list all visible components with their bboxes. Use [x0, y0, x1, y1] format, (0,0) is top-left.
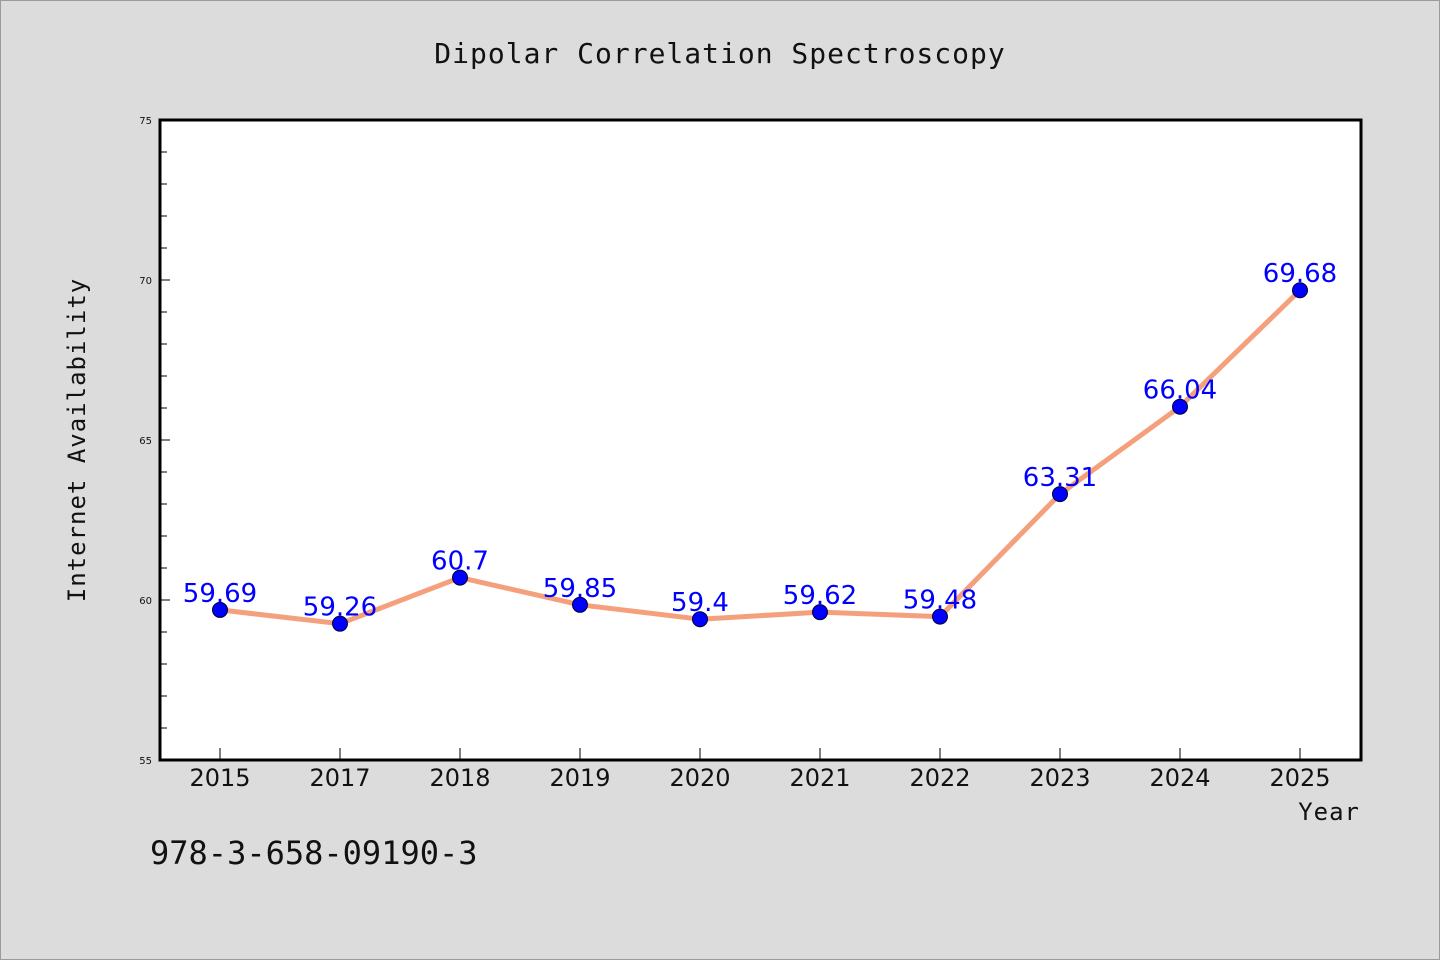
data-point	[1172, 398, 1188, 415]
data-point	[452, 569, 468, 586]
data-label: 59.48	[903, 586, 977, 616]
plot-area	[160, 120, 1361, 760]
series-markers	[212, 282, 1308, 632]
y-tick-label: 65	[139, 436, 152, 447]
x-tick-label: 2024	[1149, 764, 1210, 792]
x-tick-label: 2021	[789, 764, 850, 792]
data-point	[1292, 282, 1308, 299]
x-tick-label: 2025	[1269, 764, 1330, 792]
x-axis-label: Year	[1298, 798, 1360, 826]
data-label: 59.4	[671, 588, 729, 618]
data-point	[1052, 486, 1068, 503]
data-point	[332, 615, 348, 632]
data-label: 59.26	[303, 593, 377, 623]
plot-border	[158, 118, 1363, 762]
x-tick-label: 2020	[669, 764, 730, 792]
y-tick-label: 60	[139, 596, 152, 607]
isbn-text: 978-3-658-09190-3	[150, 834, 478, 872]
data-label: 59.85	[543, 574, 617, 604]
chart-title: Dipolar Correlation Spectroscopy	[434, 37, 1005, 70]
data-label: 66.04	[1143, 376, 1217, 406]
data-point	[812, 604, 828, 621]
x-axis: 2015 2017 2018 2019 2020 2021 2022 2023 2024 2025	[189, 748, 1331, 792]
y-tick-label: 75	[139, 116, 152, 127]
data-label: 69.68	[1263, 259, 1337, 289]
x-tick-label: 2018	[429, 764, 490, 792]
x-tick-label: 2015	[189, 764, 250, 792]
data-point	[572, 596, 588, 613]
y-axis-label: Internet Availability	[63, 278, 91, 602]
y-tick-label: 55	[139, 756, 152, 767]
data-point	[932, 608, 948, 625]
data-point	[212, 601, 228, 618]
series-line	[219, 288, 1302, 627]
x-tick-label: 2023	[1029, 764, 1090, 792]
data-point	[692, 611, 708, 628]
y-tick-label: 70	[139, 276, 152, 287]
x-tick-label: 2017	[309, 764, 370, 792]
data-label: 59.69	[183, 579, 257, 609]
x-tick-label: 2019	[549, 764, 610, 792]
data-labels: 59.69 59.26 60.7 59.85 59.4 59.62 59.48 63.31 66…	[183, 259, 1337, 622]
data-label: 59.62	[783, 581, 857, 611]
data-label: 63.31	[1023, 463, 1097, 493]
x-tick-label: 2022	[909, 764, 970, 792]
data-label: 60.7	[431, 547, 489, 577]
